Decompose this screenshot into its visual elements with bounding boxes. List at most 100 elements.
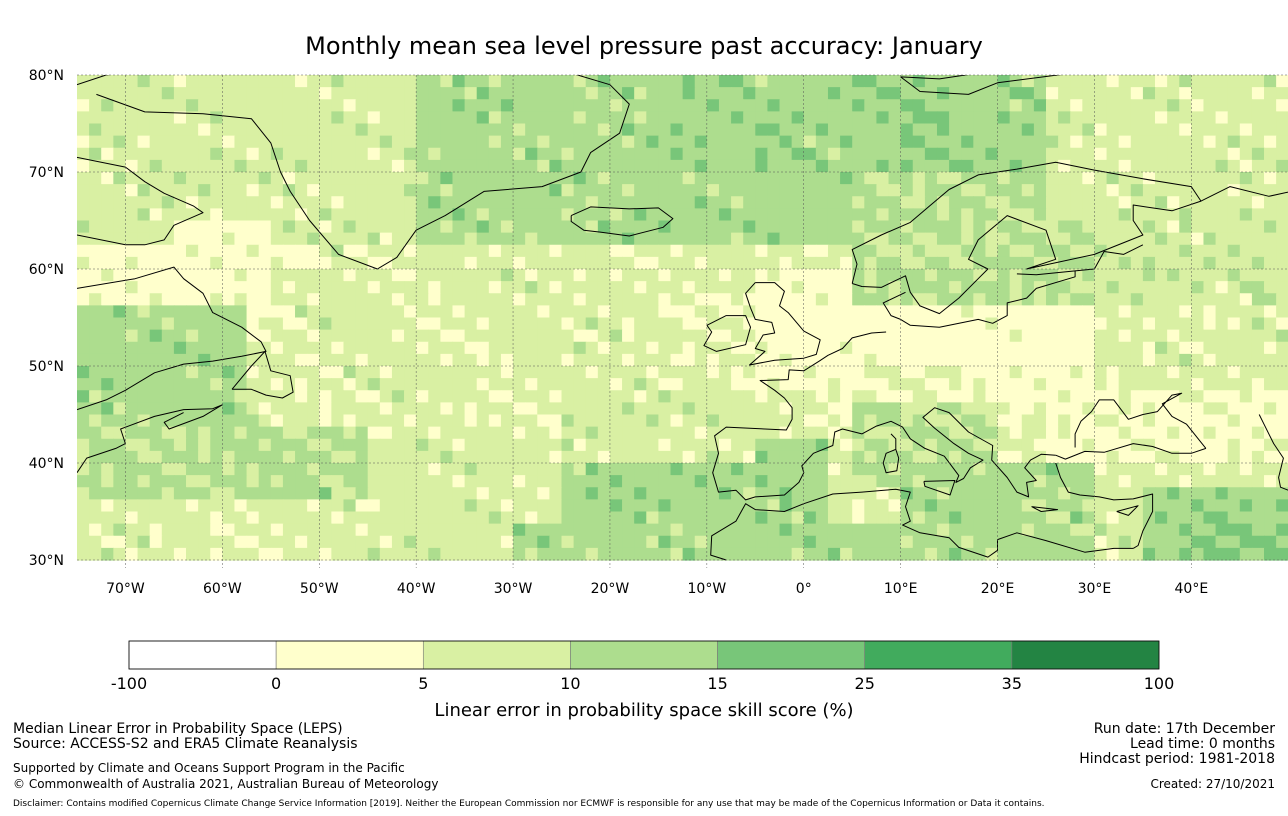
heatmap-cell: [1239, 87, 1253, 100]
heatmap-cell: [731, 293, 744, 306]
heatmap-cell: [1021, 99, 1035, 112]
heatmap-cell: [743, 281, 756, 294]
heatmap-cell: [137, 75, 151, 88]
heatmap-cell: [791, 426, 805, 440]
heatmap-cell: [1203, 353, 1217, 367]
heatmap-cell: [1009, 329, 1023, 343]
heatmap-cell: [803, 196, 817, 209]
heatmap-cell: [1046, 341, 1059, 355]
heatmap-cell: [791, 402, 805, 416]
heatmap-cell: [646, 99, 659, 112]
heatmap-cell: [379, 487, 393, 500]
heatmap-cell: [525, 426, 538, 440]
heatmap-cell: [1276, 269, 1288, 282]
heatmap-cell: [295, 450, 308, 464]
heatmap-cell: [101, 99, 114, 112]
heatmap-cell: [1058, 378, 1071, 391]
heatmap-cell: [1094, 378, 1108, 391]
heatmap-cell: [246, 172, 260, 185]
heatmap-cell: [537, 123, 550, 137]
heatmap-cell: [513, 220, 526, 234]
heatmap-cell: [1082, 378, 1096, 391]
heatmap-cell: [137, 402, 151, 416]
heatmap-cell: [464, 535, 478, 549]
heatmap-cell: [779, 232, 793, 246]
heatmap-cell: [924, 135, 938, 149]
heatmap-cell: [622, 135, 635, 149]
heatmap-cell: [355, 535, 369, 549]
heatmap-cell: [137, 426, 151, 440]
heatmap-cell: [440, 75, 454, 88]
heatmap-cell: [500, 208, 514, 222]
heatmap-cell: [670, 317, 684, 331]
heatmap-cell: [416, 475, 429, 488]
heatmap-cell: [488, 487, 502, 500]
heatmap-cell: [77, 487, 90, 500]
heatmap-cell: [731, 390, 744, 403]
heatmap-cell: [694, 123, 708, 137]
heatmap-cell: [840, 220, 853, 234]
heatmap-cell: [295, 402, 308, 416]
heatmap-cell: [186, 111, 199, 125]
heatmap-cell: [198, 366, 211, 379]
heatmap-cell: [137, 450, 151, 464]
heatmap-cell: [985, 341, 999, 355]
heatmap-cell: [246, 256, 260, 270]
heatmap-cell: [343, 414, 357, 428]
heatmap-cell: [634, 463, 647, 476]
heatmap-cell: [440, 256, 454, 270]
heatmap-cell: [561, 378, 575, 391]
heatmap-cell: [900, 305, 914, 319]
heatmap-cell: [949, 329, 962, 343]
heatmap-cell: [125, 353, 139, 367]
heatmap-cell: [1191, 426, 1205, 440]
heatmap-cell: [573, 487, 587, 500]
heatmap-cell: [89, 366, 102, 379]
heatmap-cell: [609, 244, 623, 258]
heatmap-cell: [391, 341, 405, 355]
heatmap-cell: [391, 269, 405, 282]
heatmap-cell: [173, 135, 187, 149]
heatmap-cell: [452, 523, 466, 537]
heatmap-cell: [1021, 414, 1035, 428]
heatmap-cell: [900, 450, 914, 464]
heatmap-cell: [731, 463, 744, 476]
heatmap-cell: [1118, 159, 1132, 173]
heatmap-cell: [658, 366, 672, 379]
heatmap-cell: [452, 475, 466, 488]
heatmap-cell: [876, 184, 890, 197]
heatmap-cell: [525, 87, 538, 100]
heatmap-cell: [924, 123, 938, 137]
heatmap-cell: [743, 547, 756, 561]
heatmap-cell: [731, 450, 744, 464]
heatmap-cell: [537, 75, 550, 88]
heatmap-cell: [961, 353, 974, 367]
heatmap-cell: [1167, 159, 1180, 173]
heatmap-cell: [997, 111, 1011, 125]
heatmap-cell: [198, 438, 211, 452]
heatmap-cell: [295, 135, 308, 149]
heatmap-cell: [428, 196, 441, 209]
heatmap-cell: [125, 87, 139, 100]
heatmap-cell: [936, 414, 950, 428]
heatmap-cell: [1058, 244, 1071, 258]
heatmap-cell: [331, 147, 345, 161]
heatmap-cell: [282, 135, 296, 149]
heatmap-cell: [827, 111, 841, 125]
heatmap-cell: [282, 378, 296, 391]
heatmap-cell: [343, 147, 357, 161]
heatmap-cell: [1227, 341, 1241, 355]
heatmap-cell: [222, 75, 236, 88]
heatmap-cell: [1118, 426, 1132, 440]
heatmap-cell: [779, 450, 793, 464]
heatmap-cell: [270, 184, 284, 197]
heatmap-cell: [718, 184, 732, 197]
heatmap-cell: [428, 293, 441, 306]
heatmap-cell: [1130, 281, 1144, 294]
heatmap-cell: [682, 523, 696, 537]
heatmap-cell: [258, 450, 272, 464]
heatmap-cell: [1276, 475, 1288, 488]
heatmap-cell: [1179, 159, 1192, 173]
heatmap-cell: [1167, 414, 1180, 428]
heatmap-cell: [416, 366, 429, 379]
